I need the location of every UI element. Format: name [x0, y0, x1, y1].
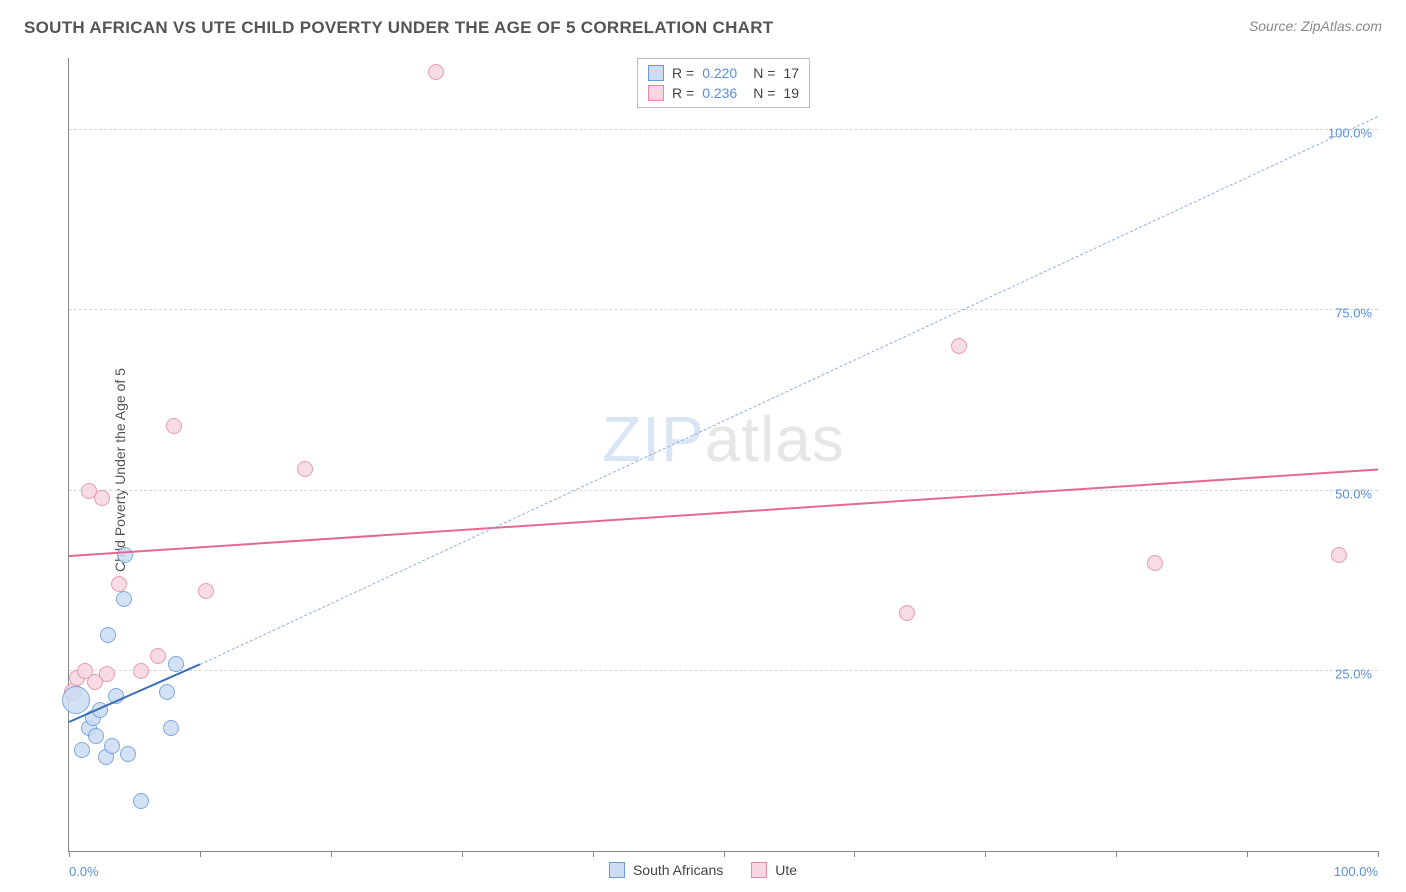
correlation-stats-box: R = 0.220 N = 17 R = 0.236 N = 19 — [637, 58, 810, 108]
x-tick — [200, 851, 201, 857]
watermark-part-a: ZIP — [602, 403, 705, 475]
legend-label-b: Ute — [775, 862, 797, 878]
data-point-ute — [297, 461, 313, 477]
legend-swatch-a — [609, 862, 625, 878]
legend-swatch-b — [751, 862, 767, 878]
data-point-south-africans — [117, 547, 133, 563]
gridline — [69, 309, 1378, 310]
bottom-legend: South Africans Ute — [609, 862, 797, 878]
x-tick — [462, 851, 463, 857]
swatch-series-a — [648, 65, 664, 81]
data-point-ute — [428, 64, 444, 80]
y-tick-label: 75.0% — [1335, 306, 1372, 321]
x-tick — [1116, 851, 1117, 857]
data-point-south-africans — [74, 742, 90, 758]
data-point-ute — [99, 666, 115, 682]
data-point-south-africans — [163, 720, 179, 736]
data-point-south-africans — [116, 591, 132, 607]
x-tick — [985, 851, 986, 857]
chart-title: SOUTH AFRICAN VS UTE CHILD POVERTY UNDER… — [24, 18, 774, 38]
data-point-ute — [150, 648, 166, 664]
y-tick-label: 50.0% — [1335, 486, 1372, 501]
x-tick — [69, 851, 70, 857]
r-label-a: R = — [672, 65, 694, 81]
x-tick — [1247, 851, 1248, 857]
x-tick — [854, 851, 855, 857]
x-tick-label-max: 100.0% — [1334, 864, 1378, 879]
data-point-south-africans — [159, 684, 175, 700]
x-tick-label-min: 0.0% — [69, 864, 99, 879]
watermark: ZIPatlas — [602, 402, 845, 476]
data-point-ute — [899, 605, 915, 621]
data-point-ute — [951, 338, 967, 354]
legend-label-a: South Africans — [633, 862, 723, 878]
data-point-ute — [166, 418, 182, 434]
legend-item-series-a: South Africans — [609, 862, 723, 878]
trend-line — [200, 116, 1379, 665]
data-point-south-africans — [168, 656, 184, 672]
stats-row-series-a: R = 0.220 N = 17 — [648, 63, 799, 83]
r-value-b: 0.236 — [702, 85, 737, 101]
watermark-part-b: atlas — [705, 403, 845, 475]
data-point-south-africans — [100, 627, 116, 643]
n-label-b: N = — [753, 85, 775, 101]
x-tick — [331, 851, 332, 857]
data-point-south-africans — [120, 746, 136, 762]
data-point-south-africans — [104, 738, 120, 754]
n-value-b: 19 — [783, 85, 799, 101]
x-tick — [1378, 851, 1379, 857]
r-value-a: 0.220 — [702, 65, 737, 81]
x-tick — [724, 851, 725, 857]
data-point-ute — [1331, 547, 1347, 563]
stats-row-series-b: R = 0.236 N = 19 — [648, 83, 799, 103]
chart-area: Child Poverty Under the Age of 5 ZIPatla… — [24, 48, 1382, 892]
x-tick — [593, 851, 594, 857]
n-label-a: N = — [753, 65, 775, 81]
data-point-ute — [133, 663, 149, 679]
data-point-ute — [94, 490, 110, 506]
data-point-south-africans — [88, 728, 104, 744]
gridline — [69, 129, 1378, 130]
gridline — [69, 670, 1378, 671]
r-label-b: R = — [672, 85, 694, 101]
data-point-ute — [1147, 555, 1163, 571]
data-point-south-africans — [133, 793, 149, 809]
y-tick-label: 25.0% — [1335, 666, 1372, 681]
scatter-plot: ZIPatlas R = 0.220 N = 17 R = 0.236 N = … — [68, 58, 1378, 852]
n-value-a: 17 — [783, 65, 799, 81]
trend-line — [69, 469, 1378, 558]
swatch-series-b — [648, 85, 664, 101]
source-text: Source: ZipAtlas.com — [1249, 18, 1382, 34]
gridline — [69, 490, 1378, 491]
data-point-south-africans — [62, 686, 90, 714]
data-point-ute — [198, 583, 214, 599]
legend-item-series-b: Ute — [751, 862, 797, 878]
